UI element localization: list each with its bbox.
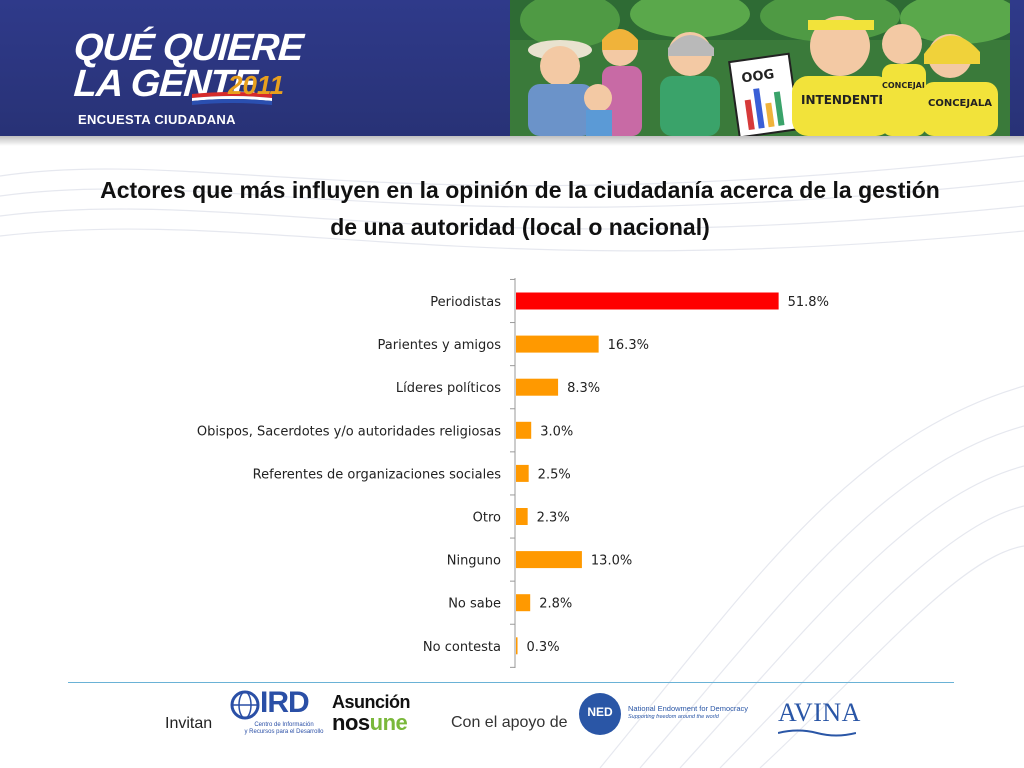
category-label: Otro bbox=[473, 511, 501, 526]
bar bbox=[516, 551, 582, 569]
background-waves bbox=[0, 155, 1024, 768]
value-label: 13.0% bbox=[591, 554, 632, 569]
ned-logo: NED National Endowment for Democracy Sup… bbox=[578, 692, 768, 736]
category-label: Ninguno bbox=[447, 554, 501, 569]
ird-caption-1: Centro de Información bbox=[254, 722, 314, 728]
value-label: 2.3% bbox=[537, 511, 570, 526]
con-el-apoyo-label: Con el apoyo de bbox=[451, 714, 568, 731]
crowd-cartoon-illustration: OOG INTENDENTE CONCEJAL CONCEJALA bbox=[510, 0, 1010, 136]
chart-title-line2: de una autoridad (local o nacional) bbox=[330, 214, 710, 240]
que-quiere-la-gente-logo: QUÉ QUIERE LA GENTE 2011 ENCUESTA CIUDAD… bbox=[72, 27, 334, 130]
cartoon-sign-concejal: CONCEJAL bbox=[882, 81, 927, 90]
flag-stripes-icon bbox=[192, 92, 272, 105]
logo-line1: QUÉ QUIERE bbox=[72, 27, 305, 69]
invitan-label: Invitan bbox=[165, 715, 213, 732]
cartoon-sign-oog: OOG bbox=[741, 67, 776, 86]
value-label: 2.5% bbox=[538, 467, 571, 482]
ird-caption-2: y Recursos para el Desarrollo bbox=[244, 729, 324, 735]
category-label: No contesta bbox=[423, 640, 501, 655]
asuncion-nos: nos bbox=[332, 710, 370, 735]
avina-wave-icon bbox=[778, 729, 856, 737]
horizontal-bar-chart: Periodistas 51.8% Parientes y amigos 16.3% L… bbox=[197, 278, 829, 668]
ned-tagline: Supporting freedom around the world bbox=[628, 714, 719, 720]
value-label: 8.3% bbox=[567, 381, 600, 396]
logo-year: 2011 bbox=[228, 70, 284, 100]
logo-subtitle: ENCUESTA CIUDADANA bbox=[78, 112, 236, 127]
bar bbox=[516, 637, 518, 655]
value-label: 0.3% bbox=[527, 640, 560, 655]
category-label: Referentes de organizaciones sociales bbox=[253, 467, 502, 482]
ird-wordmark: IRD bbox=[260, 686, 310, 719]
bar bbox=[516, 508, 528, 525]
asuncion-une: une bbox=[369, 710, 408, 735]
ned-badge-text: NED bbox=[587, 705, 613, 719]
value-label: 51.8% bbox=[788, 295, 829, 310]
chart-title-line1: Actores que más influyen en la opinión d… bbox=[100, 177, 940, 203]
asuncion-wordmark: Asunción bbox=[332, 692, 411, 712]
bar bbox=[516, 421, 532, 439]
footer-sponsors: Invitan IRD Centro de Información y Recu… bbox=[0, 686, 1024, 768]
ird-logo: IRD Centro de Información y Recursos par… bbox=[228, 686, 324, 738]
header-shadow bbox=[0, 136, 1024, 146]
category-label: Periodistas bbox=[430, 295, 501, 310]
avina-logo: AVINA bbox=[778, 694, 861, 738]
ned-name: National Endowment for Democracy bbox=[628, 704, 749, 713]
value-label: 16.3% bbox=[608, 338, 649, 353]
bar bbox=[516, 378, 559, 396]
header-banner: QUÉ QUIERE LA GENTE 2011 ENCUESTA CIUDAD… bbox=[0, 0, 1024, 136]
ned-badge-icon bbox=[579, 693, 621, 735]
category-label: No sabe bbox=[448, 597, 501, 612]
footer-divider bbox=[68, 682, 954, 683]
bar bbox=[516, 292, 779, 310]
bar bbox=[516, 335, 599, 353]
cartoon-sign-intendente: INTENDENTE bbox=[801, 93, 887, 107]
category-label: Líderes políticos bbox=[396, 381, 501, 396]
value-label: 3.0% bbox=[540, 424, 573, 439]
bar bbox=[516, 464, 529, 482]
avina-wordmark: AVINA bbox=[778, 698, 861, 727]
category-label: Obispos, Sacerdotes y/o autoridades reli… bbox=[197, 424, 501, 439]
globe-icon bbox=[230, 690, 260, 720]
bar bbox=[516, 594, 531, 612]
cartoon-sign-concejala: CONCEJALA bbox=[928, 98, 992, 109]
value-label: 2.8% bbox=[539, 597, 572, 612]
category-label: Parientes y amigos bbox=[378, 338, 502, 353]
asuncion-nos-une-logo: Asunción nosune bbox=[332, 692, 422, 740]
chart-title: Actores que más influyen en la opinión d… bbox=[40, 172, 1000, 246]
